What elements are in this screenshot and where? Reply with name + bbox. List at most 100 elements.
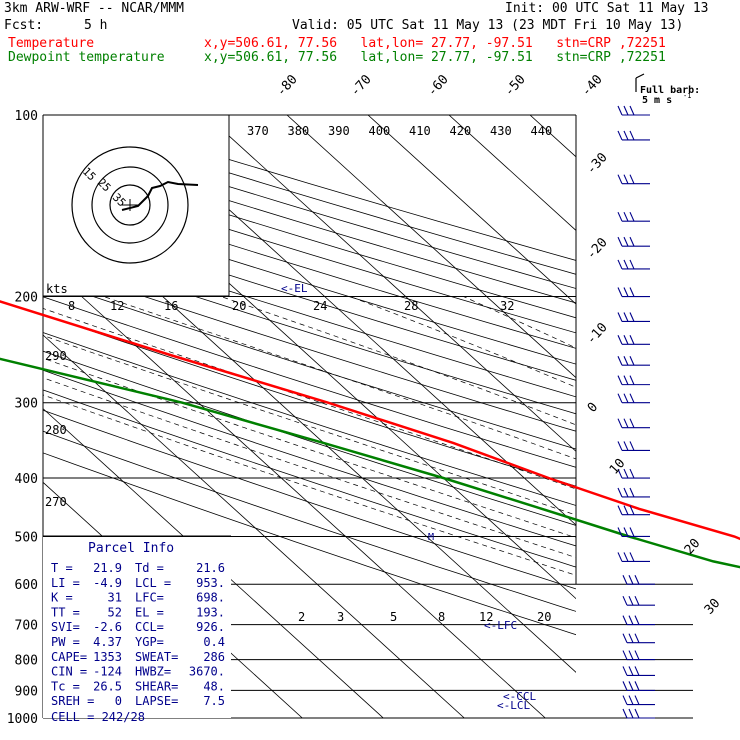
pressure-tick-label: 400: [15, 472, 38, 487]
moist-adiabat: [43, 357, 576, 539]
skew-t-grid: [43, 115, 740, 718]
parcel-label: YGP=: [135, 635, 164, 649]
wind-barb-flag: [623, 335, 629, 345]
isotherm-line: [43, 408, 384, 718]
wind-barb-flag: [623, 552, 629, 562]
moist-adiabat: [220, 296, 576, 426]
sounding-profiles: [0, 300, 740, 569]
wind-barb-flag: [617, 259, 623, 270]
dry-adiabat: [43, 246, 576, 415]
parcel-label: LAPSE=: [135, 694, 178, 708]
wind-legend-exponent: -1: [683, 92, 691, 100]
parcel-label: SVI=: [51, 620, 80, 634]
isotherm-line: [205, 115, 576, 452]
parcel-label: CIN =: [51, 665, 87, 679]
wind-barb-flag: [617, 105, 623, 116]
wind-barb-flag: [623, 211, 629, 222]
wind-barb-flag: [628, 666, 634, 676]
wind-barb-flag: [628, 595, 634, 606]
isotherm-line: [367, 115, 576, 305]
wind-barb-flag: [629, 505, 635, 515]
parcel-label: LCL =: [135, 576, 171, 590]
wind-barb-flag: [634, 575, 640, 585]
wind-barb-flag: [629, 105, 635, 116]
temperature-profile: [0, 300, 740, 541]
wind-barb-flag: [623, 487, 629, 498]
isotherm-line: [611, 115, 740, 718]
parcel-label: Tc =: [51, 679, 80, 693]
wind-barb-flag: [629, 418, 635, 428]
dry-adiabat: [43, 314, 576, 487]
wind-barb-flag: [628, 650, 634, 660]
wind-barb-flag: [617, 312, 623, 322]
dry-adiabat: [43, 350, 576, 526]
wind-barb-flag: [629, 259, 635, 270]
wind-barb-flag: [622, 595, 628, 606]
hodograph-unit: kts: [46, 282, 68, 296]
wind-barb-flag: [617, 418, 623, 428]
moist-adiabat: [43, 335, 576, 516]
isotherm-line: [448, 115, 576, 231]
wind-barb-flag: [634, 595, 640, 606]
parcel-label: CAPE=: [51, 650, 87, 664]
wind-barb-flag: [629, 527, 635, 537]
moist-adiabat: [350, 296, 576, 388]
wind-barb-flag: [629, 375, 635, 385]
parcel-value: 926.: [196, 620, 225, 634]
pressure-tick-label: 200: [15, 291, 38, 306]
mixing-ratio-label: 28: [404, 299, 418, 313]
ccl-marker: <-CCL: [503, 690, 536, 703]
isotherm-line: [286, 115, 576, 379]
wind-barb-flag: [617, 130, 623, 141]
pressure-tick-label: 1000: [7, 712, 38, 727]
wind-barb-flag: [623, 130, 629, 141]
theta-label-low: 280: [45, 423, 67, 437]
wind-barb-flag: [634, 615, 640, 625]
valid-time: Valid: 05 UTC Sat 11 May 13 (23 MDT Fri …: [292, 18, 684, 33]
wind-barb-flag: [617, 393, 623, 403]
wind-barb-flag: [617, 356, 623, 366]
parcel-value: 7.5: [203, 694, 225, 708]
wind-barb-flag: [617, 174, 623, 184]
forecast-label: Fcst:: [4, 18, 44, 33]
parcel-value: 193.: [196, 605, 225, 619]
wind-barb-flag: [617, 505, 623, 515]
parcel-value: -2.6: [93, 620, 122, 634]
parcel-value: 953.: [196, 576, 225, 590]
temperature-legend: Temperature: [8, 36, 95, 51]
isotherm-label: 30: [702, 596, 724, 618]
pressure-tick-label: 300: [15, 397, 38, 412]
wind-barb-flag: [623, 287, 629, 297]
wind-barb-flag: [628, 681, 634, 691]
theta-label: 370: [247, 124, 269, 138]
parcel-value: 52: [108, 605, 122, 619]
wind-barb-flag: [628, 708, 634, 719]
wind-barb-flag: [623, 236, 629, 247]
wind-barb-flag: [617, 552, 623, 562]
theta-label: 420: [450, 124, 472, 138]
wind-barb-flag: [617, 527, 623, 537]
wind-barb-flag: [628, 633, 634, 643]
parcel-value: -124: [93, 665, 122, 679]
wind-barb-flag: [622, 695, 628, 705]
parcel-label: SREH =: [51, 694, 94, 708]
wind-barb-flag: [623, 312, 629, 322]
wind-barb-flag: [622, 615, 628, 625]
wind-barb-flag: [617, 287, 623, 297]
theta-label: 390: [328, 124, 350, 138]
theta-label: 410: [409, 124, 431, 138]
mixing-ratio-label-low: 20: [537, 610, 551, 624]
wind-barb-flag: [628, 575, 634, 585]
wind-barb-flag: [634, 633, 640, 643]
wind-barb-flag: [617, 375, 623, 385]
theta-label: 440: [531, 124, 553, 138]
moist-adiabat: [43, 308, 576, 490]
hodograph-trace: [121, 180, 199, 211]
wind-barb-flag: [628, 695, 634, 705]
wind-barb-flag: [623, 174, 629, 184]
moist-adiabat: [43, 394, 576, 576]
parcel-label: HWBZ=: [135, 665, 171, 679]
wind-barb-flag: [622, 575, 628, 585]
parcel-cell: CELL = 242/28: [51, 710, 145, 724]
